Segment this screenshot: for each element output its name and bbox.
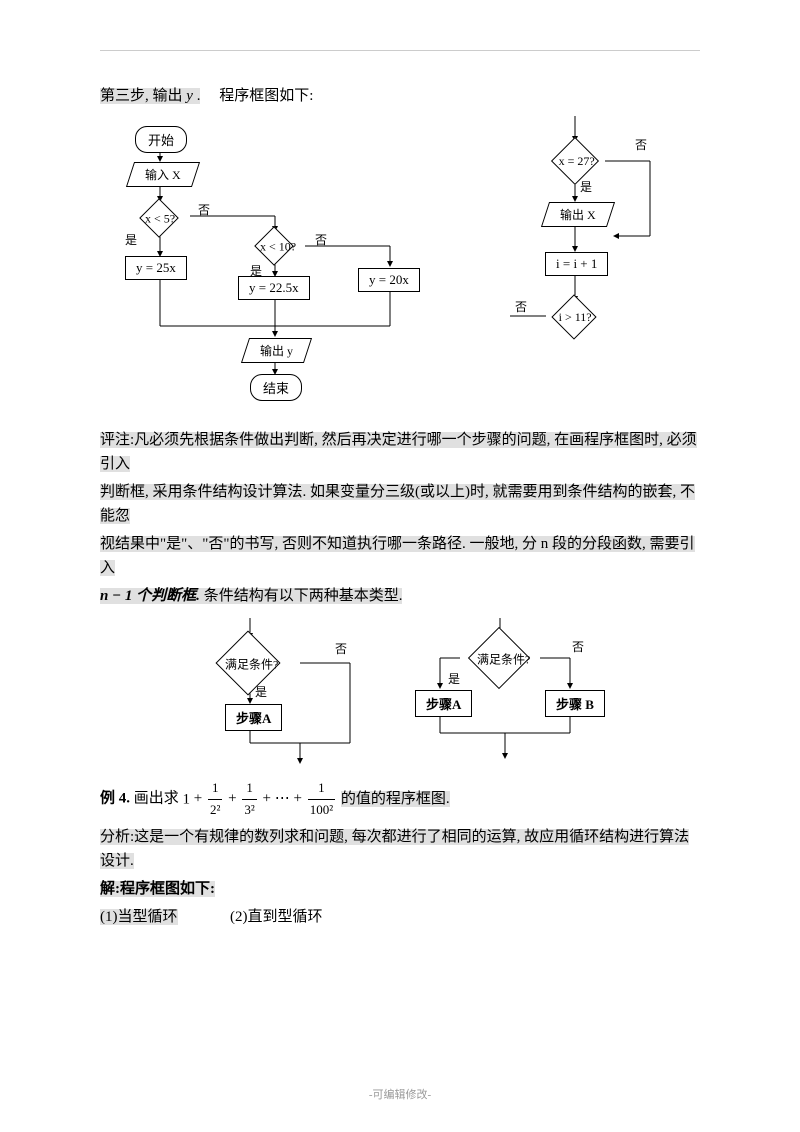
analysis: 分析:这是一个有规律的数列求和问题, 每次都进行了相同的运算, 故应用循环结构进… [100, 829, 689, 869]
step3-text: 第三步, 输出 y . [100, 88, 200, 104]
output-x-node: 输出 X [541, 202, 615, 227]
para1: 评注:凡必须先根据条件做出判断, 然后再决定进行哪一个步骤的问题, 在画程序框图… [100, 432, 697, 472]
cond-structures: 满足条件? 否 是 步骤A 满足条件? 是 否 步骤A 步骤 B [140, 618, 660, 768]
yes-cl: 是 [255, 683, 267, 700]
footer: -可编辑修改- [0, 1086, 800, 1102]
no-1: 否 [198, 201, 210, 218]
y20x: y = 20x [358, 268, 420, 292]
para4a: n − 1 个判断框. [100, 588, 200, 604]
no-2: 否 [315, 231, 327, 248]
loop2: (2)直到型循环 [230, 909, 323, 925]
stepB-r: 步骤 B [545, 690, 605, 717]
no-cr: 否 [572, 638, 584, 655]
step3-c: 程序框图如下: [219, 88, 313, 104]
loop1: (1)当型循环 [100, 909, 178, 925]
para2: 判断框, 采用条件结构设计算法. 如果变量分三级(或以上)时, 就需要用到条件结… [100, 484, 695, 524]
output-y-node: 输出 y [241, 338, 312, 363]
yes-1: 是 [125, 231, 137, 248]
yes-r1: 是 [580, 178, 592, 195]
input-x-node: 输入 X [126, 162, 200, 187]
stepA-l: 步骤A [225, 704, 282, 731]
example4: 例 4. 画出求 1 + 12² + 13² + ⋯ + 1100² 的值的程序… [100, 778, 700, 821]
stepA-r: 步骤A [415, 690, 472, 717]
yes-cr: 是 [448, 670, 460, 687]
y25x: y = 25x [125, 256, 187, 280]
no-cl: 否 [335, 640, 347, 657]
end-node: 结束 [250, 374, 302, 401]
start-node: 开始 [135, 126, 187, 153]
y225x: y = 22.5x [238, 276, 310, 300]
flowcharts: 开始 输入 X x < 5? 否 是 y = 25x x < 10? 否 是 y… [90, 116, 690, 416]
inc-node: i = i + 1 [545, 252, 608, 276]
para3: 视结果中"是"、"否"的书写, 否则不知道执行哪一条路径. 一般地, 分 n 段… [100, 536, 695, 576]
para4b: 条件结构有以下两种基本类型. [200, 588, 403, 604]
solution-label: 解:程序框图如下: [100, 881, 215, 897]
no-r1: 否 [635, 136, 647, 153]
no-r2: 否 [515, 298, 527, 315]
